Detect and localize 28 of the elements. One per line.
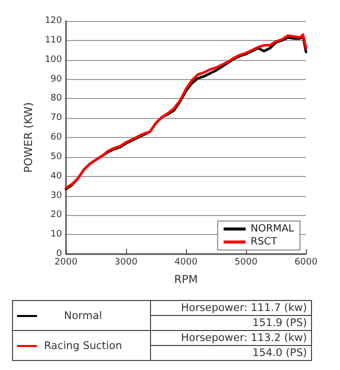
x-tick-label: 4000	[174, 258, 198, 268]
text: Horsepower: 113.2 (kw)	[150, 330, 312, 346]
text: Racing Suction	[43, 340, 123, 352]
x-axis-title: RPM	[174, 273, 198, 286]
y-tick-label: 30	[50, 190, 62, 201]
y-tick-label: 110	[44, 35, 62, 46]
y-tick-label: 120	[44, 16, 62, 26]
legend-label: NORMAL	[250, 224, 294, 234]
x-tick-label: 2000	[54, 258, 78, 268]
x-tick-label: 3000	[114, 258, 138, 268]
y-tick-label: 10	[50, 230, 62, 240]
y-tick-label: 40	[50, 171, 62, 182]
y-tick-label: 0	[56, 249, 62, 259]
y-tick-label: 90	[50, 74, 62, 84]
text: Horsepower: 111.7 (kw)	[150, 300, 312, 316]
y-tick-label: 50	[50, 152, 62, 162]
text: 151.9 (PS)	[150, 316, 312, 330]
y-tick-label: 100	[44, 54, 62, 65]
y-tick-label: 20	[50, 210, 62, 220]
legend-label: RSCT	[250, 236, 278, 248]
y-tick-label: 60	[50, 132, 62, 142]
y-axis-title: POWER (KW)	[22, 102, 35, 173]
x-tick-label: 5000	[234, 258, 258, 268]
y-tick-label: 70	[50, 113, 62, 124]
text: Normal	[63, 310, 103, 322]
y-tick-label: 80	[50, 94, 62, 104]
x-tick-label: 6000	[294, 258, 318, 268]
text: 154.0 (PS)	[150, 346, 312, 360]
